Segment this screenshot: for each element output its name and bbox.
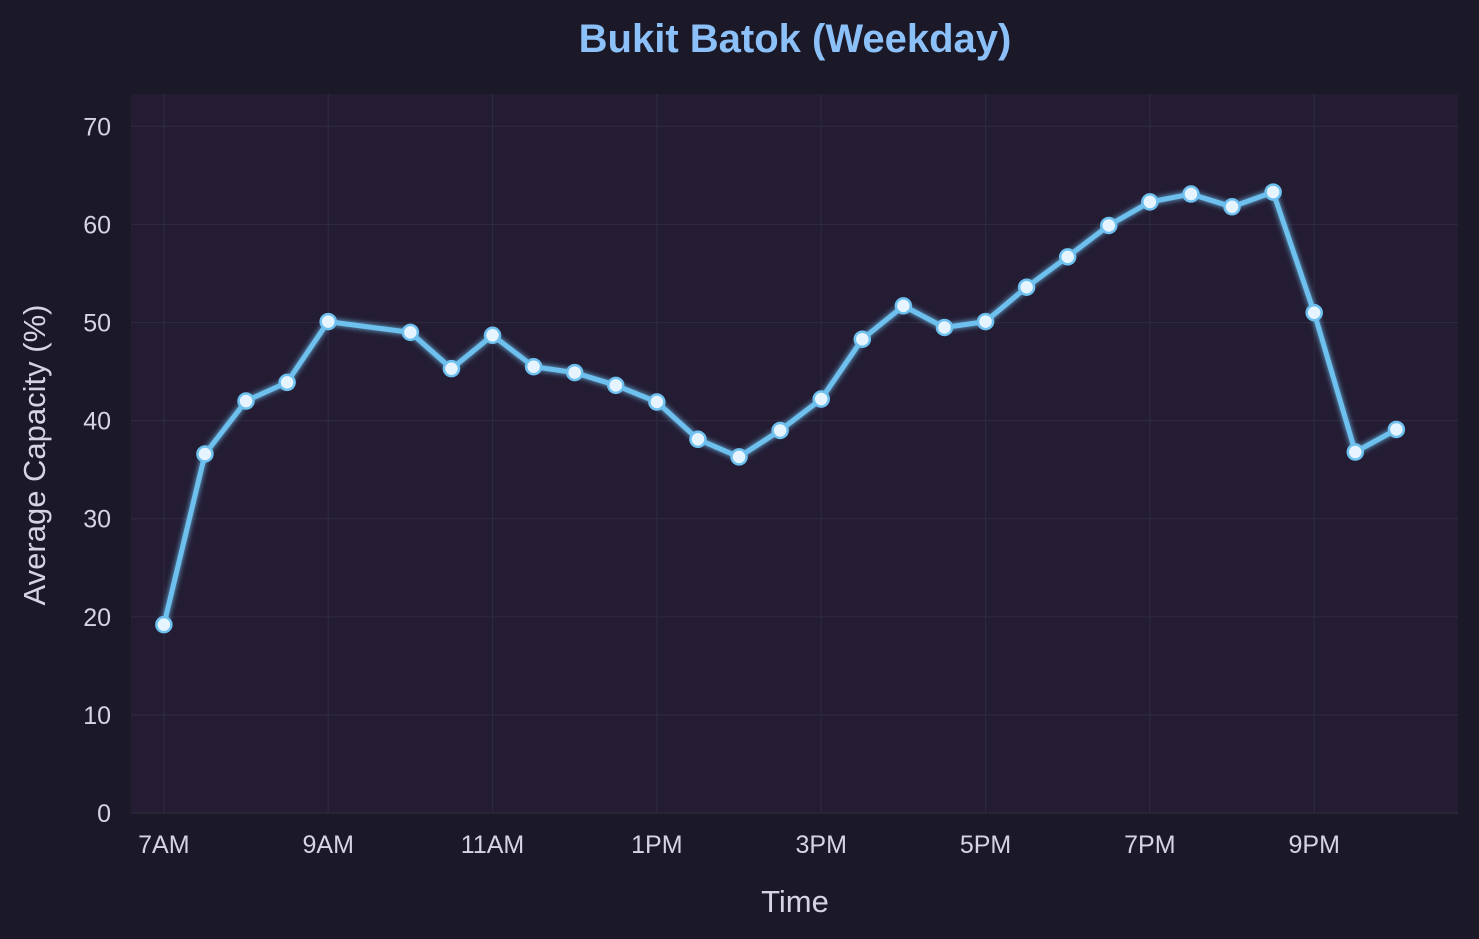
- x-axis-ticks: 7AM 9AM 11AM 1PM 3PM 5PM 7PM 9PM: [138, 831, 1340, 859]
- data-point: [524, 357, 543, 376]
- data-point: [1346, 443, 1365, 461]
- data-point: [1264, 183, 1282, 201]
- data-point: [935, 318, 954, 337]
- data-point: [812, 390, 830, 408]
- data-point: [278, 373, 296, 392]
- data-point: [237, 392, 255, 410]
- data-point: [1223, 198, 1241, 216]
- chart-title: Bukit Batok (Weekday): [579, 17, 1012, 61]
- data-point: [1100, 216, 1118, 235]
- data-point: [155, 615, 173, 634]
- data-point: [730, 448, 748, 466]
- data-point: [319, 312, 337, 331]
- data-point: [1141, 193, 1159, 211]
- y-tick-label: 70: [83, 113, 111, 141]
- data-point: [483, 326, 502, 345]
- data-point: [1058, 248, 1077, 266]
- x-tick-label: 5PM: [960, 831, 1011, 859]
- y-tick-label: 30: [83, 506, 111, 534]
- data-point: [1182, 185, 1200, 203]
- x-tick-label: 7PM: [1124, 831, 1175, 859]
- y-tick-label: 40: [83, 408, 111, 436]
- x-tick-label: 1PM: [631, 831, 682, 859]
- x-axis-label: Time: [761, 884, 829, 919]
- x-tick-label: 3PM: [796, 831, 847, 859]
- data-point: [771, 421, 789, 440]
- x-tick-label: 9PM: [1289, 831, 1340, 859]
- y-tick-label: 60: [83, 211, 111, 239]
- data-point: [607, 376, 625, 395]
- series-markers: [155, 183, 1406, 634]
- x-tick-label: 11AM: [461, 831, 524, 859]
- x-tick-label: 7AM: [138, 831, 189, 859]
- plot-area: [131, 94, 1458, 813]
- data-point: [689, 430, 707, 449]
- y-tick-label: 0: [97, 800, 111, 828]
- data-point: [1305, 303, 1323, 322]
- data-point: [648, 393, 666, 411]
- data-point: [853, 330, 872, 348]
- data-point: [565, 363, 584, 382]
- y-tick-label: 10: [83, 702, 111, 730]
- data-point: [401, 323, 420, 342]
- data-point: [1017, 278, 1036, 296]
- data-point: [442, 359, 461, 378]
- y-tick-label: 20: [83, 604, 111, 632]
- y-axis-label: Average Capacity (%): [17, 305, 52, 606]
- data-point: [196, 445, 214, 463]
- data-point: [976, 312, 995, 331]
- data-point: [1387, 420, 1406, 439]
- x-tick-label: 9AM: [302, 831, 353, 859]
- y-axis-ticks: 0 10 20 30 40 50 60 70: [83, 113, 111, 828]
- data-point: [894, 297, 913, 315]
- y-tick-label: 50: [83, 310, 111, 338]
